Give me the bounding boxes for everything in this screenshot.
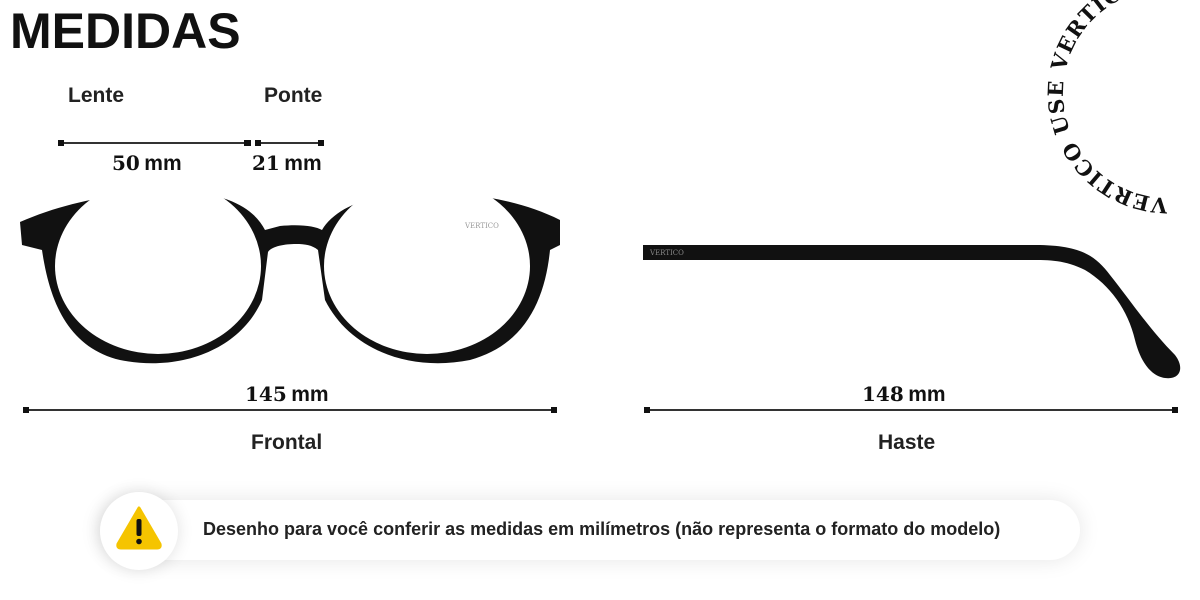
bridge-label: Ponte: [264, 84, 323, 107]
warning-badge: [100, 492, 178, 570]
bridge-measure: 21 mm: [252, 151, 322, 176]
page-title: MEDIDAS: [10, 3, 241, 59]
temple-length-line: [644, 407, 1178, 413]
lens-unit: mm: [144, 152, 182, 175]
lens-value: 50: [112, 151, 140, 175]
temple-length-value: 148: [862, 382, 904, 406]
temple-length-measure: 148 mm: [862, 382, 946, 407]
lens-measure: 50 mm: [112, 151, 182, 176]
warning-icon: [116, 506, 162, 550]
temple-drawing: VERTICO: [643, 245, 1181, 379]
lens-label: Lente: [68, 84, 125, 107]
total-width-unit: mm: [291, 383, 329, 406]
bridge-unit: mm: [284, 152, 322, 175]
frame-brand-mark: VERTICO: [464, 222, 499, 230]
bridge-value: 21: [252, 151, 280, 175]
total-width-line: [23, 407, 557, 413]
glasses-front-drawing: VERTICO: [20, 178, 560, 364]
notice-banner: [100, 500, 1080, 560]
notice-text: Desenho para você conferir as medidas em…: [203, 519, 1001, 539]
frontal-caption: Frontal: [251, 431, 323, 454]
temple-length-unit: mm: [908, 383, 946, 406]
temple-brand-mark: VERTICO: [649, 249, 684, 257]
total-width-measure: 145 mm: [245, 382, 329, 407]
total-width-value: 145: [245, 382, 287, 406]
lens-dimension-line: [58, 140, 251, 146]
temple-caption: Haste: [878, 431, 936, 454]
bridge-dimension-line: [255, 140, 324, 146]
circular-logo: VERTICO USE VERTICO USE VERTICO USE: [1043, 0, 1200, 218]
